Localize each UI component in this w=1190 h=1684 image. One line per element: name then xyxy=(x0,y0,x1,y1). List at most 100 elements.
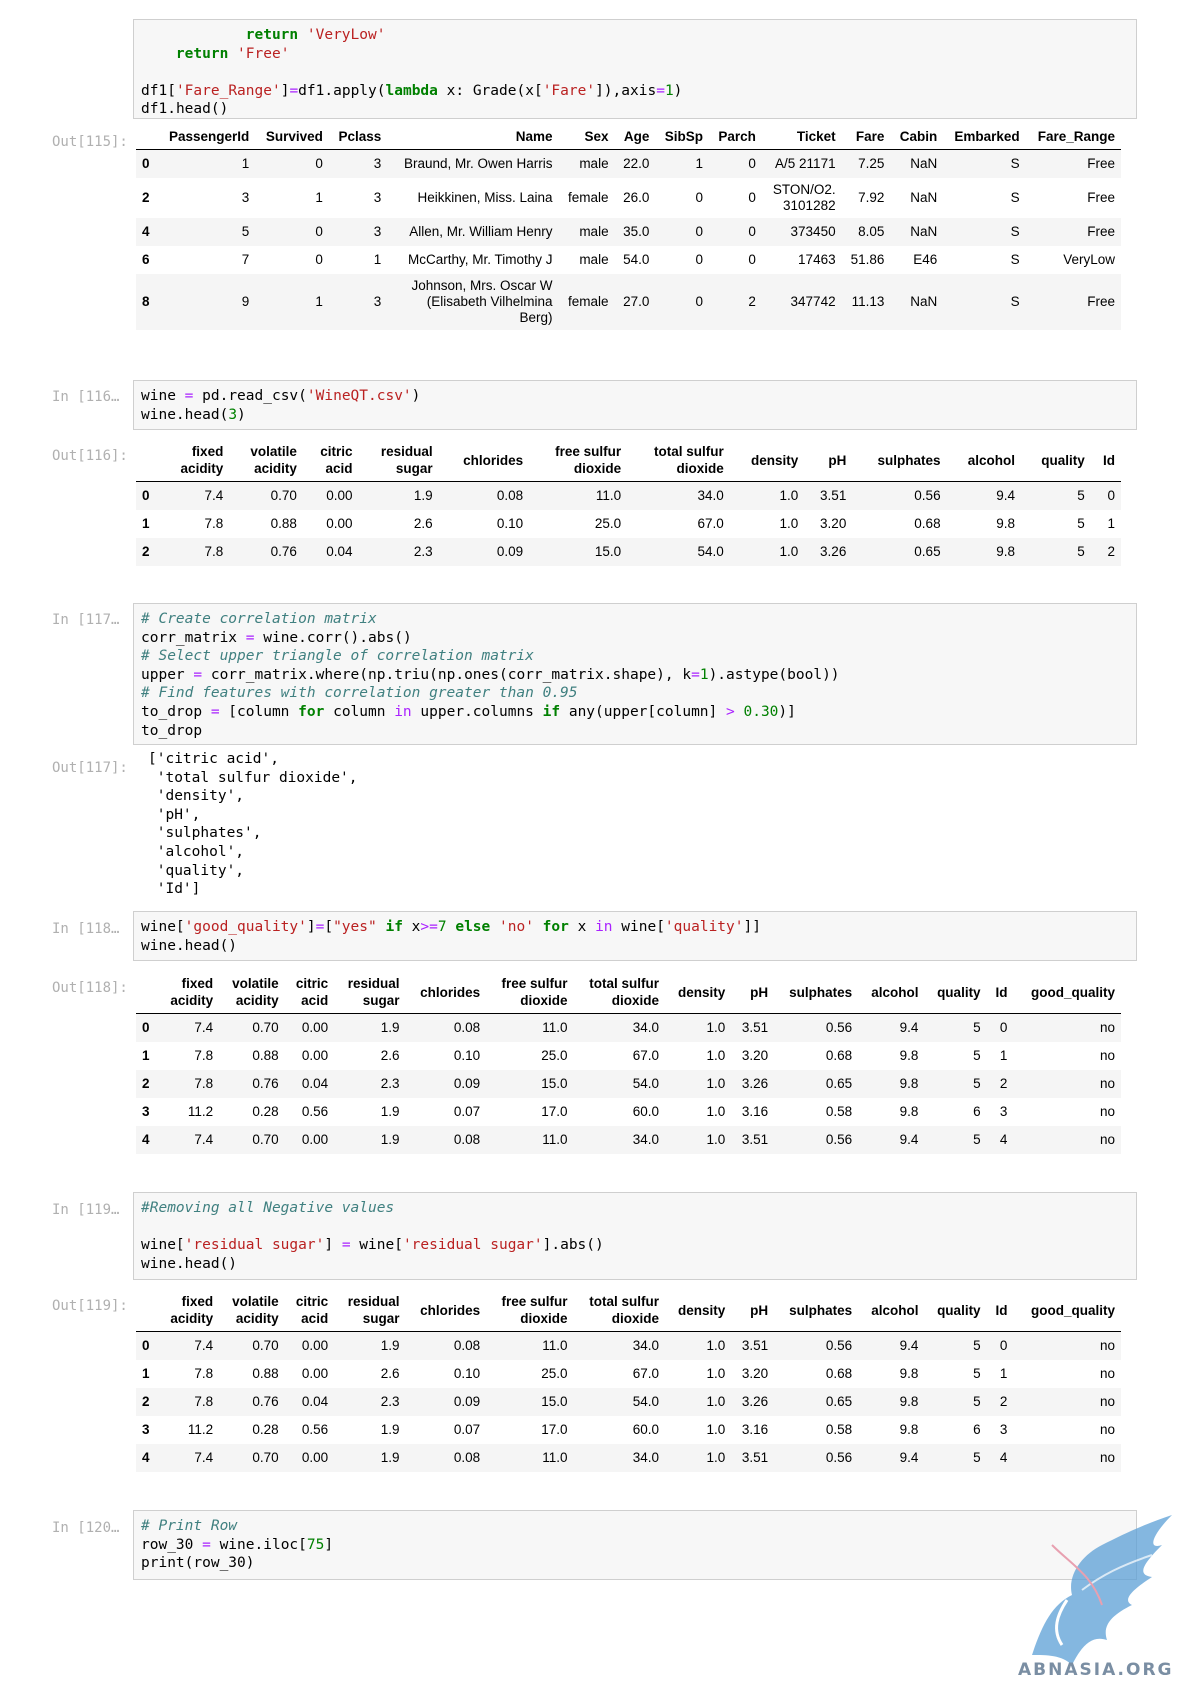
code-cell-119[interactable]: #Removing all Negative values wine['resid… xyxy=(133,1192,1137,1280)
table-cell: STON/O2. 3101282 xyxy=(762,178,842,218)
table-cell: 1 xyxy=(255,178,329,218)
code-token: 'residual sugar' xyxy=(403,1237,543,1253)
code-cell-116[interactable]: wine = pd.read_csv('WineQT.csv') wine.hea… xyxy=(133,380,1137,430)
table-cell: 3.26 xyxy=(731,1070,774,1098)
code-token: ( xyxy=(429,667,438,683)
row-index: 3 xyxy=(136,1098,158,1126)
table-cell: A/5 21171 xyxy=(762,150,842,178)
code-token: . xyxy=(717,667,726,683)
table-cell: 7.4 xyxy=(158,1332,219,1360)
column-header: Sex xyxy=(559,128,615,150)
code-token: for xyxy=(298,704,324,720)
table-cell: 2 xyxy=(987,1070,1014,1098)
code-token: . xyxy=(551,1237,560,1253)
column-header: PassengerId xyxy=(157,128,255,150)
in-prompt-116: In [116… xyxy=(52,389,132,405)
table-cell: 60.0 xyxy=(574,1098,665,1126)
code-token: ] xyxy=(709,704,718,720)
code-token: () xyxy=(342,630,359,646)
table-cell: 0 xyxy=(987,1014,1014,1042)
code-token: head xyxy=(185,407,220,423)
table-cell: 2 xyxy=(987,1388,1014,1416)
code-token: . xyxy=(359,630,368,646)
table-cell: 0.65 xyxy=(852,538,946,566)
table-cell: 0 xyxy=(655,246,709,274)
table-cell: McCarthy, Mr. Timothy J xyxy=(387,246,558,274)
code-token: ( xyxy=(778,667,787,683)
code-token: . xyxy=(176,407,185,423)
column-header: pH xyxy=(804,443,852,482)
code-token: [ xyxy=(394,1237,403,1253)
code-token: df1 xyxy=(141,83,167,99)
table-cell: 2.6 xyxy=(334,1042,405,1070)
table-cell: 5 xyxy=(924,1126,986,1154)
column-header: Ticket xyxy=(762,128,842,150)
code-token: ] xyxy=(324,1537,333,1553)
code-token: [ xyxy=(176,919,185,935)
table-cell: 26.0 xyxy=(615,178,656,218)
table-cell: 0 xyxy=(1091,482,1121,510)
code-token: [ xyxy=(298,1537,307,1553)
table-cell: 0.08 xyxy=(406,1444,487,1472)
table-cell: 0.00 xyxy=(285,1042,335,1070)
table-cell: NaN xyxy=(890,218,943,246)
code-line: wine = pd.read_csv('WineQT.csv') xyxy=(141,387,1129,406)
column-header: residual sugar xyxy=(334,1293,405,1332)
table-cell: 0.00 xyxy=(303,482,359,510)
in-prompt-117: In [117… xyxy=(52,612,132,628)
table-cell: 7.4 xyxy=(161,482,230,510)
code-line: return 'Free' xyxy=(141,45,1129,64)
code-token: corr xyxy=(307,630,342,646)
output-line: 'density', xyxy=(148,787,358,806)
table-cell: 7.4 xyxy=(158,1444,219,1472)
code-token: if xyxy=(543,704,560,720)
code-token: # Create correlation matrix xyxy=(141,611,377,627)
code-token: upper xyxy=(412,704,464,720)
table-cell: Free xyxy=(1026,178,1121,218)
code-token: abs xyxy=(560,1237,586,1253)
code-token: 'good_quality' xyxy=(185,919,307,935)
table-cell: 0.88 xyxy=(219,1042,285,1070)
table-cell: 1.9 xyxy=(358,482,438,510)
code-token: np xyxy=(438,667,455,683)
table-cell: 1.9 xyxy=(334,1126,405,1154)
table-cell: S xyxy=(943,150,1025,178)
code-token: 'Free' xyxy=(237,46,289,62)
table-cell: 0 xyxy=(655,178,709,218)
code-cell-117[interactable]: # Create correlation matrix corr_matrix =… xyxy=(133,603,1137,745)
code-token: column xyxy=(324,704,394,720)
table-cell: Free xyxy=(1026,218,1121,246)
column-header: SibSp xyxy=(655,128,709,150)
code-token: . xyxy=(385,667,394,683)
table-cell: 67.0 xyxy=(627,510,730,538)
code-token: 1 xyxy=(700,667,709,683)
code-cell-118[interactable]: wine['good_quality']=["yes" if x>=7 else… xyxy=(133,911,1137,961)
table-header-row: fixed acidity volatile acidity citric acid res… xyxy=(136,975,1121,1014)
code-cell-115[interactable]: return 'VeryLow' return 'Free' df1['Fare_… xyxy=(133,19,1137,119)
column-header: chlorides xyxy=(406,1293,487,1332)
table-cell: 17.0 xyxy=(486,1098,573,1126)
column-header: residual sugar xyxy=(334,975,405,1014)
dataframe-output-119: fixed acidity volatile acidity citric acid res… xyxy=(136,1293,1121,1472)
code-line: wine.head() xyxy=(141,1255,1129,1274)
table-cell: 1 xyxy=(987,1360,1014,1388)
code-cell-120[interactable]: # Print Row row_30 = wine.iloc[75] print(r… xyxy=(133,1510,1137,1580)
code-token: . xyxy=(167,101,176,117)
code-token: ), xyxy=(656,667,673,683)
table-cell: 3 xyxy=(329,218,387,246)
code-token: = xyxy=(211,704,220,720)
table-cell: 11.2 xyxy=(158,1416,219,1444)
code-token: [ xyxy=(167,83,176,99)
row-index: 6 xyxy=(136,246,157,274)
table-cell: 8.05 xyxy=(842,218,891,246)
table-cell: 0 xyxy=(655,274,709,330)
code-token: wine xyxy=(211,1537,255,1553)
table-cell: 3.20 xyxy=(804,510,852,538)
code-token: [column xyxy=(220,704,299,720)
code-token: 75 xyxy=(307,1537,324,1553)
code-token: wine xyxy=(141,1237,176,1253)
in-prompt-120: In [120… xyxy=(52,1520,132,1536)
table-cell: 0.58 xyxy=(774,1416,858,1444)
code-token: # Find features with correlation greater… xyxy=(141,685,578,701)
table-cell: 0.76 xyxy=(219,1388,285,1416)
